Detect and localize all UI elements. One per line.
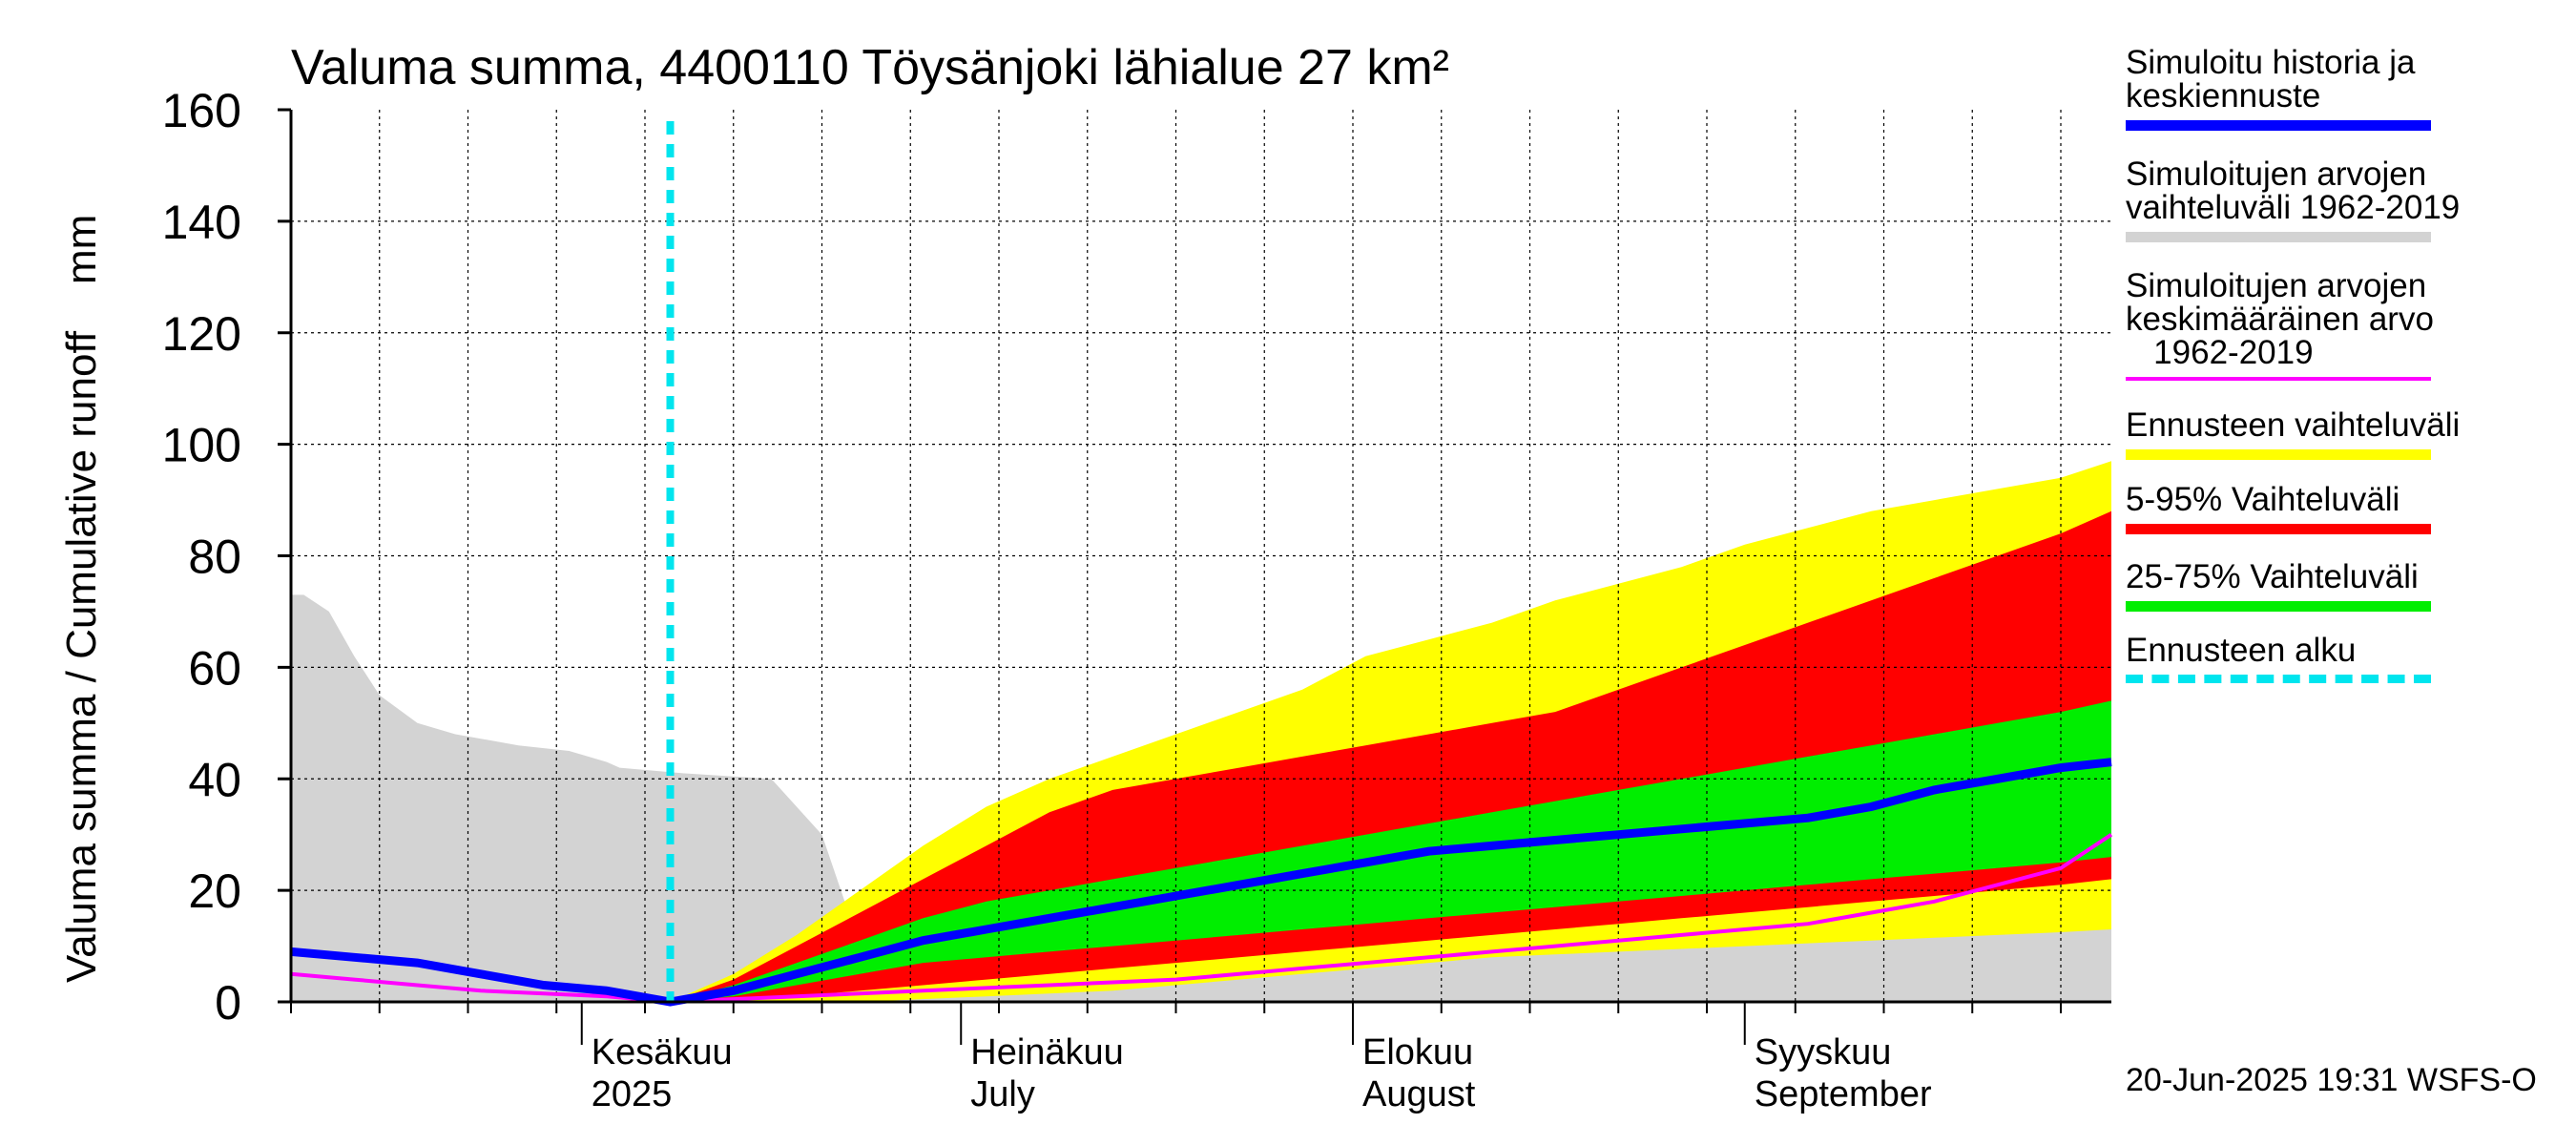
- legend-label: 25-75% Vaihteluväli: [2126, 558, 2419, 595]
- x-month-sublabel: August: [1362, 1074, 1476, 1114]
- legend-item: Simuloitu historia ja keskiennuste: [2126, 44, 2441, 131]
- legend-label: Simuloitu historia ja keskiennuste: [2126, 44, 2416, 114]
- legend-label: Ennusteen alku: [2126, 632, 2357, 669]
- legend-swatch: [2126, 675, 2431, 683]
- legend-swatch: [2126, 601, 2431, 612]
- y-tick-label: 80: [188, 531, 241, 584]
- y-axis-label: Valuma summa / Cumulative runoff mm: [58, 215, 105, 983]
- legend-swatch: [2126, 120, 2431, 131]
- legend-label: Ennusteen vaihteluväli: [2126, 406, 2461, 444]
- y-tick-label: 160: [162, 84, 241, 137]
- legend-label: Simuloitujen arvojen keskimääräinen arvo…: [2126, 267, 2434, 371]
- footer-timestamp: 20-Jun-2025 19:31 WSFS-O: [2126, 1062, 2537, 1098]
- p25-75-area: [670, 700, 2111, 1002]
- legend-label: Simuloitujen arvojen vaihteluväli 1962-2…: [2126, 156, 2461, 226]
- y-tick-label: 100: [162, 419, 241, 472]
- legend-item: 5-95% Vaihteluväli: [2126, 481, 2441, 534]
- legend-item: Simuloitujen arvojen keskimääräinen arvo…: [2126, 267, 2441, 381]
- legend-item: Ennusteen alku: [2126, 632, 2441, 683]
- x-month-label: Heinäkuu: [970, 1032, 1124, 1072]
- legend-item: 25-75% Vaihteluväli: [2126, 558, 2441, 612]
- grid-layer: [291, 110, 2111, 1002]
- y-tick-label: 120: [162, 307, 241, 361]
- legend-swatch: [2126, 449, 2431, 460]
- mean-line: [290, 833, 2113, 1005]
- legend-item: Simuloitujen arvojen vaihteluväli 1962-2…: [2126, 156, 2461, 242]
- x-month-sublabel: September: [1755, 1074, 1932, 1114]
- series-lines-layer: [290, 121, 2113, 1007]
- x-month-sublabel: July: [970, 1074, 1035, 1114]
- forecast-bands-layer: [670, 461, 2111, 1002]
- legend-label: 5-95% Vaihteluväli: [2126, 481, 2400, 518]
- legend-swatch: [2126, 524, 2431, 534]
- median-forecast-line: [290, 758, 2112, 1007]
- x-month-label: Syyskuu: [1755, 1032, 1892, 1072]
- y-tick-label: 20: [188, 864, 241, 918]
- y-tick-label: 0: [215, 976, 241, 1030]
- y-tick-label: 60: [188, 641, 241, 695]
- y-tick-label: 40: [188, 753, 241, 806]
- x-month-sublabel: 2025: [592, 1074, 673, 1114]
- x-month-label: Elokuu: [1362, 1032, 1473, 1072]
- legend-swatch: [2126, 232, 2431, 242]
- legend-item: Ennusteen vaihteluväli: [2126, 406, 2461, 460]
- legend-swatch: [2126, 377, 2431, 381]
- y-tick-label: 140: [162, 196, 241, 249]
- chart-title: Valuma summa, 4400110 Töysänjoki lähialu…: [291, 40, 1449, 95]
- x-month-label: Kesäkuu: [592, 1032, 733, 1072]
